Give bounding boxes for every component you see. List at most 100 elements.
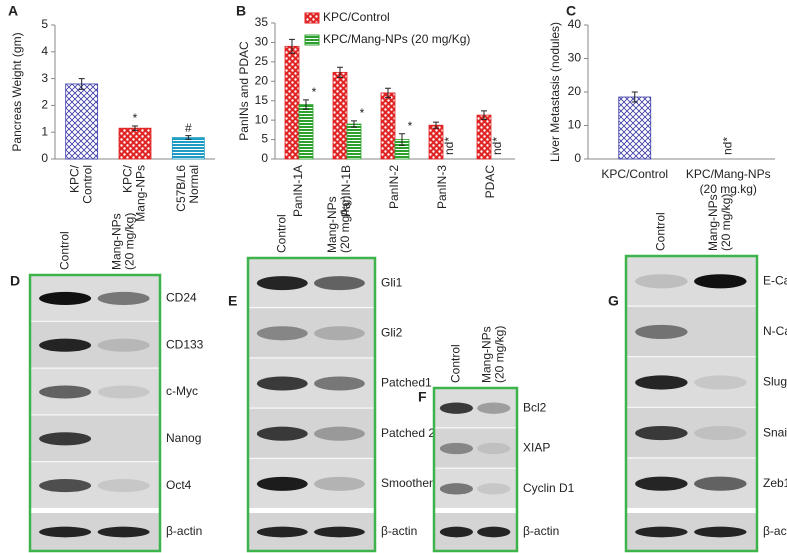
y-tick-label: 1 [41,124,48,138]
y-tick-label: 15 [255,93,269,107]
protein-label: Bcl2 [523,400,547,414]
blot-band [694,426,747,441]
protein-label: Slug [763,375,787,389]
y-axis-label: PanINs and PDAC [237,41,251,141]
y-tick-label: 20 [255,73,269,87]
blot-band [256,476,308,491]
blot-band [694,476,747,491]
lane-label: (20 mg/kg) [122,213,136,270]
y-tick-label: 3 [41,71,48,85]
blot-band [39,526,92,538]
x-tick-label: (20 mg.kg) [700,182,757,196]
x-tick-label: KPC/Control [601,167,668,181]
x-tick-label: PanIN-2 [387,165,401,209]
blot-band [314,276,365,291]
protein-label: Patched 2 [381,426,435,440]
y-tick-label: 30 [255,35,269,49]
y-tick-label: 5 [261,132,268,146]
lane-label: Control [274,214,288,253]
error-bar [351,120,357,128]
x-tick-label: PDAC [483,165,497,199]
y-tick-label: 0 [261,151,268,165]
protein-label: Gli1 [381,275,403,289]
blot-band [39,385,92,399]
x-tick-label: KPC/ [67,164,81,193]
y-tick-label: 0 [574,151,581,165]
blot-band [694,375,747,390]
lane-label: (20 mg/kg) [492,326,506,383]
protein-label: β-actin [763,524,787,538]
y-tick-label: 4 [41,44,48,58]
blot-band [97,385,150,399]
annotation: * [408,119,413,133]
bar [346,123,362,160]
blot-band [314,376,365,391]
lane-label: Control [449,344,463,383]
bar [171,137,205,160]
annotation: # [185,121,192,135]
y-tick-label: 25 [255,54,269,68]
blot-band [635,526,688,538]
blot-band [97,479,150,493]
lane-label: Control [57,231,71,270]
error-bar [185,135,192,140]
protein-label: XIAP [523,441,550,455]
bar [476,114,492,160]
annotation: * [312,85,317,99]
lane-label: Mang-NPs [706,194,720,251]
blot-band [39,338,92,352]
panel-label: F [418,389,427,405]
bar [618,96,652,160]
y-tick-label: 5 [41,17,48,31]
protein-label: Smoothened [381,476,449,490]
x-tick-label: Control [80,165,94,204]
error-bar [303,99,309,110]
x-tick-label: PanIN-3 [435,165,449,209]
protein-label: N-Cad [763,324,787,338]
blot-band [694,274,747,289]
annotation: * [133,111,138,125]
legend-label: KPC/Control [323,10,390,24]
protein-label: Patched1 [381,376,432,390]
annotation: * [360,106,365,120]
protein-label: β-actin [166,524,202,538]
blot-band [97,338,150,352]
blot-band [256,376,308,391]
legend-swatch [304,34,320,46]
protein-label: Zeb1 [763,476,787,490]
y-tick-label: 0 [41,151,48,165]
protein-label: β-actin [523,524,559,538]
lane-label: Mang-NPs [479,326,493,383]
error-bar [433,121,439,129]
bar [284,45,300,160]
legend-label: KPC/Mang-NPs (20 mg/Kg) [323,32,470,46]
y-tick-label: 2 [41,98,48,112]
bar [65,83,99,160]
blot-band [314,476,365,491]
blot-band [256,426,308,441]
error-bar [631,91,638,103]
protein-label: Oct4 [166,478,192,492]
y-tick-label: 35 [255,15,269,29]
blot-band [635,274,688,289]
blot-band [477,402,511,414]
lane-label: (20 mg/kg) [338,196,352,253]
protein-label: c-Myc [166,384,198,398]
x-tick-label: Normal [187,165,201,204]
panel-label: E [228,293,237,309]
x-tick-label: KPC/Mang-NPs [686,167,771,181]
annotation: nd* [490,137,504,155]
blot-band [39,432,92,446]
protein-label: Snail [763,425,787,439]
y-tick-label: 40 [568,17,582,31]
blot-band [97,526,150,538]
x-tick-label: PanIN-1B [339,165,353,217]
bar [428,124,444,160]
blot-frame [624,254,759,553]
x-tick-label: PanIN-1A [291,165,305,217]
blot-band [477,442,511,455]
blot-frame [28,273,162,553]
blot-row [434,428,517,468]
bar [298,104,314,160]
blot-band [39,479,92,493]
